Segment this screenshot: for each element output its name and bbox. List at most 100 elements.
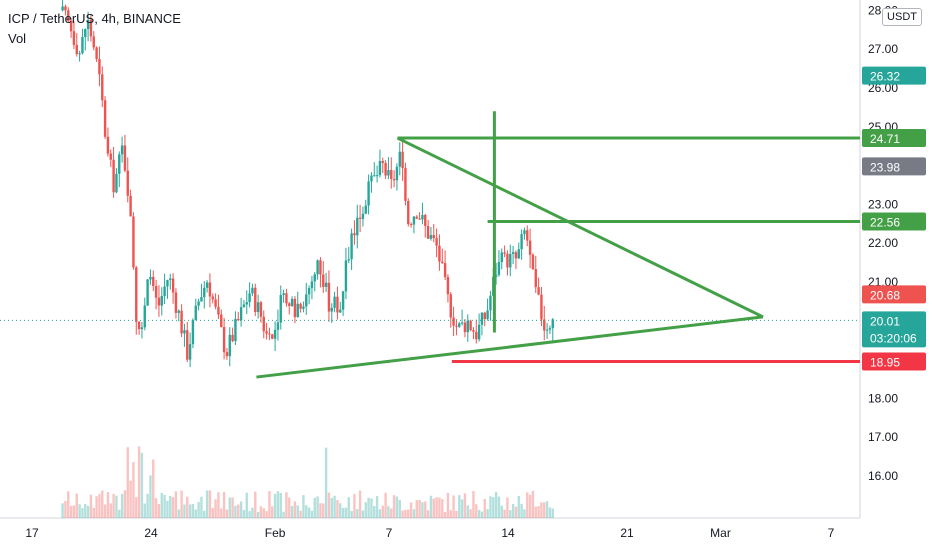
volume-bar bbox=[299, 510, 302, 518]
volume-bar bbox=[358, 490, 362, 518]
volume-bar bbox=[387, 506, 390, 518]
volume-bar bbox=[237, 504, 240, 518]
candle-body bbox=[143, 305, 146, 328]
candle-body bbox=[483, 312, 486, 320]
candle-body bbox=[177, 310, 180, 313]
candle-body bbox=[256, 302, 260, 313]
volume-bar bbox=[84, 504, 87, 518]
volume-bar bbox=[341, 507, 345, 518]
candle-body bbox=[262, 316, 265, 332]
volume-bar bbox=[191, 503, 195, 518]
candle-body bbox=[302, 306, 305, 309]
candle-body bbox=[324, 282, 328, 287]
candle-body bbox=[455, 325, 458, 327]
candle-body bbox=[163, 286, 166, 297]
volume-bar bbox=[64, 500, 67, 518]
volume-bar bbox=[472, 491, 475, 518]
candle-body bbox=[146, 279, 149, 306]
volume-bar bbox=[415, 500, 418, 518]
candle-body bbox=[101, 74, 104, 101]
volume-bar bbox=[367, 497, 370, 518]
candle-body bbox=[415, 216, 418, 219]
volume-bar bbox=[242, 509, 246, 518]
candle-body bbox=[494, 274, 498, 277]
volume-bar bbox=[205, 490, 209, 518]
volume-bar bbox=[449, 510, 452, 518]
candle-body bbox=[378, 160, 382, 176]
candle-body bbox=[373, 175, 376, 177]
volume-bar bbox=[171, 497, 175, 518]
candle-body bbox=[242, 304, 246, 308]
volume-bar bbox=[375, 496, 379, 518]
candle-body bbox=[225, 352, 229, 357]
volume-bar bbox=[135, 497, 138, 518]
volume-bar bbox=[526, 492, 529, 518]
candle-body bbox=[356, 217, 359, 236]
x-tick-label: 14 bbox=[501, 526, 515, 540]
candle-body bbox=[123, 145, 127, 171]
candle-body bbox=[511, 252, 515, 254]
candle-body bbox=[327, 282, 331, 312]
volume-bar bbox=[254, 491, 257, 518]
currency-button[interactable]: USDT bbox=[882, 8, 922, 26]
volume-bar bbox=[339, 503, 342, 518]
candle-body bbox=[279, 295, 282, 323]
candle-body bbox=[169, 278, 172, 281]
candle-body bbox=[344, 260, 348, 292]
candle-body bbox=[154, 286, 158, 298]
volume-bar bbox=[438, 497, 441, 518]
volume-bar bbox=[86, 505, 90, 518]
price-badge bbox=[862, 352, 926, 371]
candle-body bbox=[322, 274, 325, 287]
volume-bar bbox=[95, 496, 98, 518]
volume-bar bbox=[373, 505, 376, 518]
candle-body bbox=[384, 162, 387, 176]
price-badge bbox=[862, 285, 926, 304]
candle-body bbox=[129, 195, 132, 217]
candle-body bbox=[231, 334, 234, 342]
candle-body bbox=[463, 322, 467, 333]
volume-bar bbox=[228, 497, 231, 518]
volume-bar bbox=[251, 507, 254, 518]
candle-body bbox=[449, 294, 452, 318]
candle-body bbox=[381, 160, 384, 163]
candle-body bbox=[106, 136, 110, 154]
volume-bar bbox=[463, 493, 467, 518]
volume-bar bbox=[248, 511, 251, 518]
volume-bar bbox=[418, 499, 421, 518]
volume-bar bbox=[381, 505, 384, 518]
volume-bar bbox=[347, 497, 350, 518]
candle-body bbox=[92, 36, 95, 48]
volume-bar bbox=[514, 506, 518, 518]
candle-body bbox=[273, 329, 277, 339]
volume-bar bbox=[129, 480, 132, 518]
volume-bar bbox=[333, 495, 336, 518]
candle-body bbox=[186, 330, 189, 360]
candle-body bbox=[390, 169, 393, 180]
volume-bar bbox=[120, 493, 124, 518]
candle-body bbox=[460, 322, 464, 324]
volume-label: Vol bbox=[8, 31, 27, 46]
volume-bar bbox=[322, 503, 325, 518]
price-badge bbox=[862, 212, 926, 231]
candle-body bbox=[517, 249, 520, 259]
candle-body bbox=[319, 260, 322, 275]
volume-bar bbox=[186, 496, 189, 518]
candle-body bbox=[135, 267, 138, 322]
volume-bar bbox=[98, 494, 101, 518]
volume-bar bbox=[115, 495, 118, 518]
volume-bar bbox=[435, 497, 438, 518]
volume-bar bbox=[327, 492, 331, 518]
candle-body bbox=[305, 294, 308, 307]
candle-body bbox=[194, 305, 197, 320]
price-badge-label: 26.32 bbox=[870, 70, 900, 84]
candle-body bbox=[313, 274, 316, 282]
volume-bar bbox=[290, 505, 294, 518]
volume-bar bbox=[262, 508, 265, 518]
candle-body bbox=[64, 6, 67, 11]
volume-bar bbox=[446, 492, 450, 518]
volume-bar bbox=[378, 509, 382, 518]
volume-bar bbox=[276, 491, 280, 518]
